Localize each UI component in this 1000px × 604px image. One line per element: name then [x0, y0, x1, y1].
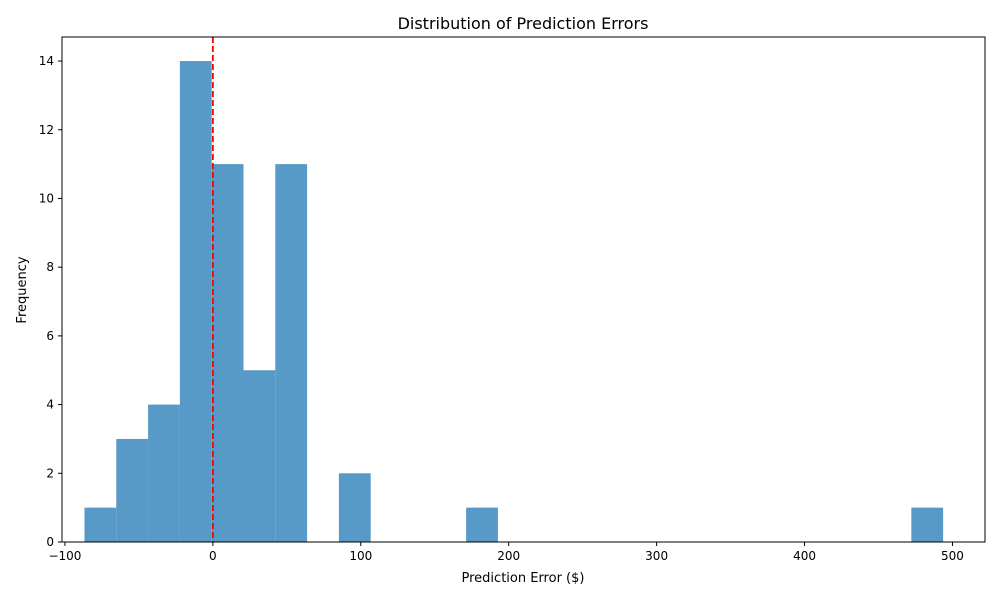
x-tick-label: 300 [645, 549, 668, 563]
histogram-bar [466, 507, 498, 542]
x-tick-label: 200 [497, 549, 520, 563]
histogram-bar [338, 473, 371, 542]
x-tick-label: 500 [941, 549, 964, 563]
histogram-bar [148, 404, 180, 542]
bars-group [84, 61, 944, 543]
plot-frame [61, 36, 986, 543]
x-tick-label: −100 [48, 549, 81, 563]
y-axis-ticks: 0 2 4 6 8 10 12 14 [39, 54, 62, 549]
x-tick-label: 0 [209, 549, 217, 563]
histogram-bar [84, 507, 117, 542]
y-tick-label: 0 [46, 535, 54, 549]
y-tick-label: 14 [39, 54, 54, 68]
chart-title: Distribution of Prediction Errors [398, 14, 649, 33]
histogram-bar [179, 61, 212, 543]
y-tick-label: 4 [46, 398, 54, 412]
y-tick-label: 2 [46, 466, 54, 480]
y-tick-label: 8 [46, 260, 54, 274]
histogram-bar [211, 164, 244, 543]
histogram-bar [911, 507, 944, 542]
x-tick-label: 400 [793, 549, 816, 563]
histogram-bar [275, 164, 308, 543]
y-tick-label: 6 [46, 329, 54, 343]
x-tick-label: 100 [349, 549, 372, 563]
y-tick-label: 12 [39, 123, 54, 137]
x-axis-label: Prediction Error ($) [462, 571, 585, 586]
histogram-bar [243, 370, 276, 542]
y-tick-label: 10 [39, 191, 54, 205]
x-axis-ticks: −100 0 100 200 300 400 500 [48, 542, 964, 563]
y-axis-label: Frequency [15, 256, 30, 323]
histogram-bar [116, 438, 149, 542]
